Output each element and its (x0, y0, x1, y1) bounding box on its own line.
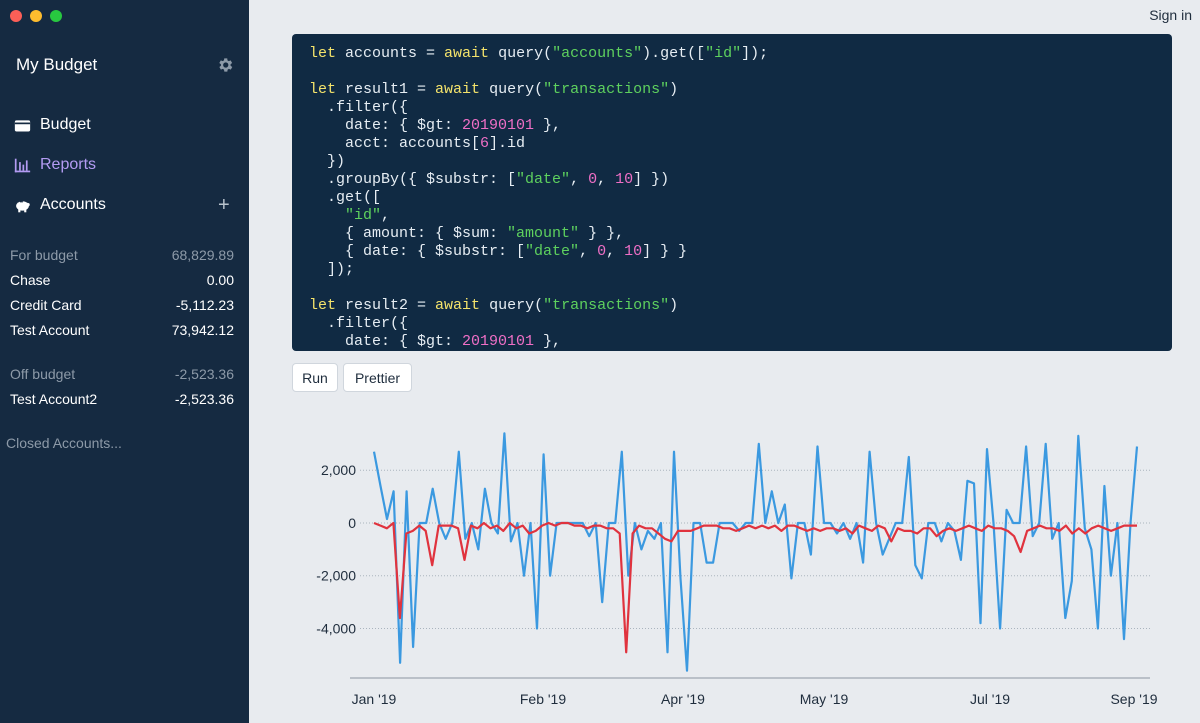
line-chart: 2,000 0 -2,000 -4,000 Jan '19 Feb '19 Apr '19 M… (316, 432, 1158, 707)
code-line: .filter({ (309, 315, 409, 332)
account-name: Credit Card (10, 297, 82, 313)
wallet-icon (14, 119, 31, 131)
code-line: .get([ (309, 189, 382, 206)
account-name: Chase (10, 272, 51, 288)
account-item-chase[interactable]: Chase 0.00 (10, 272, 234, 288)
for-budget-label: For budget (10, 247, 78, 263)
query-code[interactable]: let accounts = await query("accounts").g… (309, 45, 1155, 351)
account-balance: -2,523.36 (174, 391, 234, 407)
piggy-bank-icon (16, 200, 30, 212)
code-line: let result1 = await query("transactions"… (309, 81, 679, 98)
x-tick-label: Jan '19 (352, 691, 397, 707)
off-budget-label: Off budget (10, 366, 76, 382)
query-editor[interactable]: let accounts = await query("accounts").g… (292, 34, 1172, 351)
account-balance: 73,942.12 (171, 322, 234, 338)
account-name: Test Account (10, 322, 90, 338)
closed-accounts-link[interactable]: Closed Accounts... (6, 435, 122, 451)
code-line: { date: { $substr: ["date", 0, 10] } } (309, 243, 688, 260)
code-line: .filter({ (309, 99, 409, 116)
code-line: acct: accounts[6].id (309, 135, 526, 152)
for-budget-total: 68,829.89 (171, 247, 234, 263)
code-line: let result2 = await query("transactions"… (309, 297, 679, 314)
x-tick-label: Jul '19 (970, 691, 1010, 707)
prettier-button[interactable]: Prettier (343, 363, 412, 392)
code-line: .groupBy({ $substr: ["date", 0, 10] }) (309, 171, 670, 188)
sign-in-link[interactable]: Sign in (1149, 7, 1192, 23)
code-line: { amount: { $sum: "amount" } }, (309, 225, 625, 242)
window-controls (10, 10, 62, 22)
run-button[interactable]: Run (292, 363, 338, 392)
y-tick-label: 0 (348, 515, 356, 531)
account-item-credit-card[interactable]: Credit Card -5,112.23 (10, 297, 234, 313)
account-balance: 0.00 (206, 272, 234, 288)
x-tick-label: Sep '19 (1110, 691, 1157, 707)
code-line: ]); (309, 261, 355, 278)
off-budget-total: -2,523.36 (174, 366, 234, 382)
sidebar-item-budget[interactable]: Budget (14, 116, 91, 134)
close-window-button[interactable] (10, 10, 22, 22)
x-tick-label: Feb '19 (520, 691, 566, 707)
code-line (309, 279, 1155, 297)
x-tick-label: Apr '19 (661, 691, 705, 707)
code-line: }) (309, 153, 346, 170)
sidebar-item-reports[interactable]: Reports (14, 156, 96, 174)
minimize-window-button[interactable] (30, 10, 42, 22)
sidebar: My Budget Budget Reports Accounts + For … (0, 0, 249, 723)
account-item-test-account2[interactable]: Test Account2 -2,523.36 (10, 391, 234, 407)
bar-chart-icon (14, 158, 31, 172)
y-tick-label: -2,000 (316, 568, 356, 584)
code-line: date: { $gt: 20190101 }, (309, 117, 562, 134)
series-line-red (373, 521, 1137, 654)
sidebar-item-label: Reports (40, 156, 97, 173)
x-tick-label: May '19 (800, 691, 849, 707)
y-tick-label: 2,000 (321, 462, 356, 478)
code-line: "id", (345, 207, 391, 224)
sidebar-item-label: Budget (40, 116, 91, 133)
code-line (309, 63, 1155, 81)
account-item-test-account[interactable]: Test Account 73,942.12 (10, 322, 234, 338)
code-line: date: { $gt: 20190101 }, (309, 333, 562, 350)
zoom-window-button[interactable] (50, 10, 62, 22)
account-name: Test Account2 (10, 391, 98, 407)
sidebar-item-accounts[interactable]: Accounts (14, 196, 106, 214)
sidebar-item-label: Accounts (40, 196, 106, 213)
gear-icon[interactable] (216, 56, 234, 74)
code-line: let accounts = await query("accounts").g… (309, 45, 769, 62)
budget-title[interactable]: My Budget (16, 55, 98, 74)
series-line-blue (372, 432, 1139, 672)
for-budget-header[interactable]: For budget 68,829.89 (10, 247, 234, 263)
account-balance: -5,112.23 (175, 297, 234, 313)
add-account-button[interactable]: + (218, 194, 230, 216)
off-budget-header[interactable]: Off budget -2,523.36 (10, 366, 234, 382)
y-tick-label: -4,000 (316, 621, 356, 637)
